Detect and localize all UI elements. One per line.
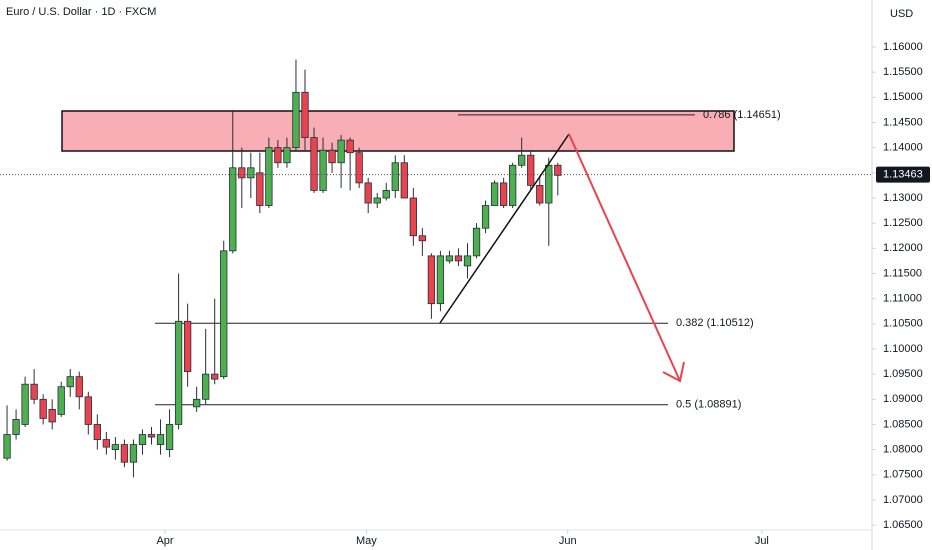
candle-body <box>527 154 535 186</box>
candle-body <box>192 398 201 408</box>
candle-body <box>120 444 129 463</box>
candle-body <box>509 164 517 206</box>
x-tick-label: May <box>356 535 377 547</box>
candle-body <box>319 149 327 191</box>
candle-body <box>21 383 29 425</box>
candle-body <box>220 250 228 378</box>
y-tick-label: 1.08000 <box>883 444 923 456</box>
candle-body <box>138 434 147 445</box>
y-tick-label: 1.09500 <box>883 368 923 380</box>
candle-body <box>102 439 111 448</box>
candle-body <box>445 255 454 262</box>
candle-body <box>391 162 399 191</box>
y-tick-label: 1.13000 <box>883 192 923 204</box>
x-tick-label: Jul <box>755 535 769 547</box>
candle-body <box>211 373 219 380</box>
fib-label: 0.382 (1.10512) <box>676 317 754 329</box>
candle-body <box>174 320 183 425</box>
candle-body <box>156 434 165 445</box>
candle-body <box>490 182 499 206</box>
last-price-tag <box>876 166 930 183</box>
candle-body <box>436 255 445 305</box>
candle-body <box>229 167 237 252</box>
candle-body <box>536 185 544 204</box>
y-tick-label: 1.15500 <box>883 66 923 78</box>
x-tick-label: Apr <box>156 535 173 547</box>
candle-body <box>66 376 74 388</box>
resistance-zone <box>61 110 735 152</box>
candle-body <box>48 408 56 423</box>
y-tick-label: 1.07000 <box>883 494 923 506</box>
candle-body <box>39 398 47 419</box>
candle-body <box>337 139 345 164</box>
candle-body <box>84 396 92 425</box>
candle-body <box>373 197 381 204</box>
fib-label: 0.5 (1.08891) <box>676 399 741 411</box>
y-tick-label: 1.11000 <box>883 293 922 305</box>
candle-body <box>463 255 472 267</box>
y-tick-label: 1.10000 <box>883 343 923 355</box>
y-tick-label: 1.14500 <box>883 116 923 128</box>
candle-body <box>30 383 38 400</box>
candle-body <box>129 444 138 463</box>
candle-body <box>165 424 174 451</box>
candle-body <box>382 190 390 199</box>
candle-body <box>472 227 481 257</box>
candle-body <box>274 147 282 164</box>
y-tick-label: 1.10500 <box>883 318 923 330</box>
candle-body <box>292 91 300 149</box>
candle-body <box>481 205 490 229</box>
candle-body <box>265 147 273 206</box>
candle-body <box>310 137 318 191</box>
candle-body <box>499 182 508 206</box>
candle-body <box>12 419 20 435</box>
y-tick-label: 1.11500 <box>883 267 922 279</box>
candle-body <box>454 255 463 262</box>
y-tick-label: 1.06500 <box>883 519 923 531</box>
candle-body <box>75 376 83 398</box>
candle-body <box>554 164 562 176</box>
candle-body <box>328 149 336 164</box>
y-tick-label: 1.15000 <box>883 91 923 103</box>
candle-body <box>346 139 354 154</box>
y-tick-label: 1.16000 <box>883 41 923 53</box>
currency-label: USD <box>890 8 913 20</box>
y-tick-label: 1.12500 <box>883 217 923 229</box>
candle-body <box>355 152 363 184</box>
y-tick-label: 1.12000 <box>883 242 923 254</box>
candle-body <box>202 373 210 400</box>
fib-label: 0.786 (1.14651) <box>703 109 781 121</box>
candle-body <box>418 235 427 242</box>
candle-body <box>147 434 156 438</box>
y-tick-label: 1.14000 <box>883 142 923 154</box>
candle-body <box>400 162 408 199</box>
candle-body <box>409 197 417 237</box>
chart-title: Euro / U.S. Dollar · 1D · FXCM <box>6 6 156 18</box>
candle-body <box>57 386 65 415</box>
last-price-label: 1.13463 <box>883 169 923 181</box>
candle-body <box>256 172 264 206</box>
candle-body <box>283 147 291 164</box>
candle-body <box>111 444 120 451</box>
candle-body <box>364 182 372 204</box>
y-tick-label: 1.08500 <box>883 418 923 430</box>
candle-body <box>518 154 526 166</box>
x-tick-label: Jun <box>559 535 577 547</box>
candle-body <box>427 255 436 305</box>
trend-line <box>439 133 570 324</box>
candle-body <box>247 167 255 179</box>
candle-body <box>301 91 309 138</box>
projection-arrow <box>568 133 685 383</box>
candle-body <box>238 167 246 179</box>
candle-body <box>183 320 192 373</box>
candle-body <box>93 424 101 440</box>
candle-body <box>545 164 553 204</box>
candle-body <box>3 434 11 459</box>
y-tick-label: 1.09000 <box>883 393 923 405</box>
y-tick-label: 1.07500 <box>883 469 923 481</box>
